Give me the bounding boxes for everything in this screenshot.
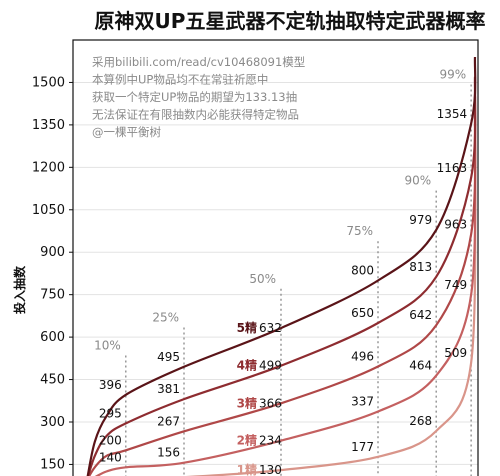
data-label: 1354 xyxy=(437,107,468,121)
series-name-label: 2精 xyxy=(237,433,257,448)
annotation-notes: 采用bilibili.com/read/cv10468091模型本算例中UP物品… xyxy=(92,55,305,139)
ytick-label: 900 xyxy=(40,245,65,260)
plot-frame xyxy=(72,39,479,476)
percentile-label: 75% xyxy=(346,224,373,238)
y-gridlines xyxy=(73,81,478,465)
data-label: 963 xyxy=(444,217,467,231)
data-label: 200 xyxy=(99,433,122,447)
data-label: 234 xyxy=(259,434,282,448)
data-label: 464 xyxy=(409,359,432,373)
data-label: 396 xyxy=(99,378,122,392)
data-label: 979 xyxy=(409,213,432,227)
series-line-5精 xyxy=(86,56,477,476)
data-label: 381 xyxy=(157,382,180,396)
data-label: 642 xyxy=(409,308,432,322)
data-label: 267 xyxy=(157,414,180,428)
note-line: 本算例中UP物品均不在常驻祈愿中 xyxy=(92,73,268,87)
data-label: 650 xyxy=(351,306,374,320)
data-label: 800 xyxy=(351,264,374,278)
ytick-label: 600 xyxy=(40,330,65,345)
ytick-label: 1500 xyxy=(32,75,65,90)
series-name-label: 3精 xyxy=(237,395,257,410)
series-line-3精 xyxy=(87,96,477,476)
series-name-label: 4精 xyxy=(237,358,257,373)
data-label: 495 xyxy=(157,350,180,364)
data-label: 337 xyxy=(351,395,374,409)
data-label: 366 xyxy=(259,396,282,410)
ytick-label: 1350 xyxy=(32,118,65,133)
data-label: 496 xyxy=(351,350,374,364)
series-lines xyxy=(86,56,477,476)
ytick-label: 1050 xyxy=(32,203,65,218)
series-name-label: 5精 xyxy=(237,320,257,335)
series-name-label: 1精 xyxy=(237,462,257,476)
note-line: 采用bilibili.com/read/cv10468091模型 xyxy=(92,55,305,69)
ytick-label: 450 xyxy=(40,373,65,388)
percentile-label: 10% xyxy=(94,339,121,353)
percentile-label: 25% xyxy=(152,311,179,325)
series-line-2精 xyxy=(94,116,477,476)
data-label: 632 xyxy=(259,321,282,335)
note-line: 无法保证在有限抽数内必能获得特定物品 xyxy=(92,108,299,122)
data-label: 1163 xyxy=(437,161,468,175)
percentile-label: 90% xyxy=(405,174,432,188)
ytick-label: 750 xyxy=(40,288,65,303)
data-label: 749 xyxy=(444,278,467,292)
data-label: 813 xyxy=(409,260,432,274)
data-label: 499 xyxy=(259,359,282,373)
ytick-label: 1200 xyxy=(32,160,65,175)
data-label: 177 xyxy=(351,440,374,454)
data-label: 156 xyxy=(157,446,180,460)
series-line-4精 xyxy=(87,76,477,476)
ytick-label: 300 xyxy=(40,415,65,430)
data-label: 130 xyxy=(259,463,282,476)
note-line: @一棵平衡树 xyxy=(92,125,161,139)
percentile-label: 99% xyxy=(439,67,466,81)
chart-title: 原神双UP五星武器不定轨抽取特定武器概率 xyxy=(95,9,486,33)
data-label: 140 xyxy=(99,450,122,464)
data-label: 509 xyxy=(444,346,467,360)
note-line: 获取一个特定UP物品的期望为133.13抽 xyxy=(92,90,297,104)
percentile-markers: 10% 25% 50% 75% 90% 99% xyxy=(94,67,472,476)
data-label: 295 xyxy=(99,406,122,420)
data-labels: 396 495 5精 632 800 979 1354 295 381 4精 499 650 813 11… xyxy=(99,107,467,476)
percentile-label: 50% xyxy=(249,272,276,286)
y-ticks: 150 300 450 600 750 900 1050 1200 1350 1500 xyxy=(32,75,73,472)
y-axis-label: 投入抽数 xyxy=(12,265,27,314)
data-label: 268 xyxy=(409,414,432,428)
series-line-1精 xyxy=(185,136,477,476)
ytick-label: 150 xyxy=(40,457,65,472)
